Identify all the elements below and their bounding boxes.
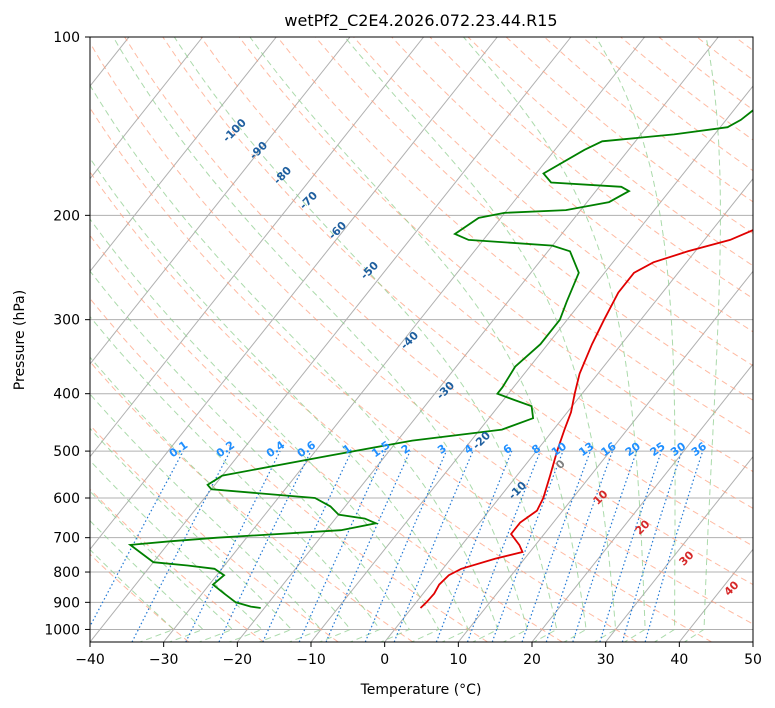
moist-adiabat-line: [90, 84, 499, 642]
dry-adiabat-line: [90, 297, 488, 642]
moist-adiabat-line: [90, 490, 234, 642]
mixing-ratio-line: [644, 450, 704, 642]
mixing-ratio-line: [466, 450, 541, 642]
x-tick-label: 50: [744, 652, 762, 668]
moist-adiabat-line: [90, 315, 381, 642]
x-tick-label: 30: [597, 652, 615, 668]
isotherm-line: [605, 455, 753, 642]
isotherm-line: [90, 37, 425, 458]
moist-adiabat-line: [173, 37, 558, 642]
dry-adiabat-line: [276, 37, 753, 437]
dry-adiabat-line: [90, 171, 638, 642]
moist-adiabat-line: [90, 393, 322, 642]
moist-adiabat-line: [595, 37, 676, 642]
moist-adiabat-line: [90, 520, 205, 642]
moist-adiabat-line: [249, 37, 587, 642]
x-tick-label: 0: [380, 652, 389, 668]
y-tick-label: 800: [53, 565, 80, 581]
moist-adiabat-line: [90, 270, 411, 642]
y-tick-label: 200: [53, 208, 80, 224]
moist-adiabat-line: [90, 157, 469, 642]
x-axis: −40 −30 −20 −10 0 10 20 30 40 50: [75, 642, 762, 668]
x-tick-label: −20: [223, 652, 253, 668]
x-tick-label: 20: [523, 652, 541, 668]
mixing-ratio-line: [364, 450, 447, 642]
mixing-ratio-line: [298, 450, 386, 642]
dry-adiabat-line: [124, 37, 753, 586]
dry-adiabat-line: [90, 424, 339, 642]
y-tick-label: 700: [53, 531, 80, 547]
dry-adiabat-line: [90, 41, 753, 625]
isotherm-line: [90, 37, 498, 551]
moist-adiabat-line: [112, 37, 528, 642]
moist-adiabat-line: [90, 459, 263, 642]
temperature-profile-line: [419, 229, 753, 609]
y-tick-label: 300: [53, 313, 80, 329]
moist-adiabat-line: [683, 37, 721, 642]
x-tick-label: 10: [449, 652, 467, 668]
mixing-ratio-line: [90, 450, 184, 628]
y-axis: 100 200 300 400 500 600 700 800 900 1000: [44, 30, 90, 638]
isotherm-line: [90, 37, 277, 273]
dry-adiabat-line: [90, 553, 190, 642]
mixing-ratio-line: [599, 450, 662, 642]
x-axis-label: Temperature (°C): [360, 682, 482, 698]
y-tick-label: 600: [53, 491, 80, 507]
plot-frame: [89, 36, 754, 643]
x-tick-label: −30: [149, 652, 179, 668]
mixing-ratio-line: [435, 450, 513, 642]
isotherm-line: [531, 363, 753, 642]
dry-adiabat-line: [391, 37, 753, 333]
moist-adiabat-line: [90, 218, 440, 642]
dewpoint-profile-line: [127, 109, 753, 609]
isotherm-line: [163, 37, 646, 642]
x-tick-label: 40: [670, 652, 688, 668]
mixing-ratio-line: [621, 450, 683, 642]
y-tick-label: 900: [53, 595, 80, 611]
isotherm-line: [384, 177, 753, 642]
y-tick-label: 400: [53, 387, 80, 403]
dry-adiabat-line: [90, 234, 563, 642]
y-axis-label: Pressure (hPa): [12, 290, 28, 390]
mixing-ratio-line: [491, 450, 564, 642]
y-tick-label: 100: [53, 30, 80, 46]
mixing-ratio-line: [393, 450, 474, 642]
moist-adiabat-line: [90, 548, 175, 642]
dry-adiabat-line: [90, 107, 712, 642]
isotherm-line: [457, 270, 753, 642]
moist-adiabat-line: [90, 356, 352, 642]
moist-adiabat-line: [344, 37, 617, 642]
chart-title: wetPf2_C2E4.2026.072.23.44.R15: [284, 11, 557, 31]
dry-adiabat-line: [162, 37, 753, 547]
mixing-ratio-line: [572, 450, 638, 642]
y-tick-label: 500: [53, 444, 80, 460]
moist-adiabat-line: [90, 427, 293, 642]
x-tick-label: −40: [75, 652, 105, 668]
mixing-ratio-line: [521, 450, 591, 642]
dry-adiabat-line: [200, 37, 753, 509]
mixing-ratio-line: [325, 450, 411, 642]
dry-adiabat-line: [315, 37, 753, 401]
x-tick-label: −10: [296, 652, 326, 668]
mixing-ratio-line: [545, 450, 614, 642]
moist-adiabat-line: [463, 37, 646, 642]
y-tick-label: 1000: [44, 622, 80, 638]
mixing-ratio-line: [185, 450, 281, 642]
plot-area: 0.1 0.2 0.4 0.6 1 1.5 2 3 4 6 8 10 13 16 20 25 30 36-100-…: [90, 37, 753, 642]
isotherm-line: [90, 37, 204, 180]
